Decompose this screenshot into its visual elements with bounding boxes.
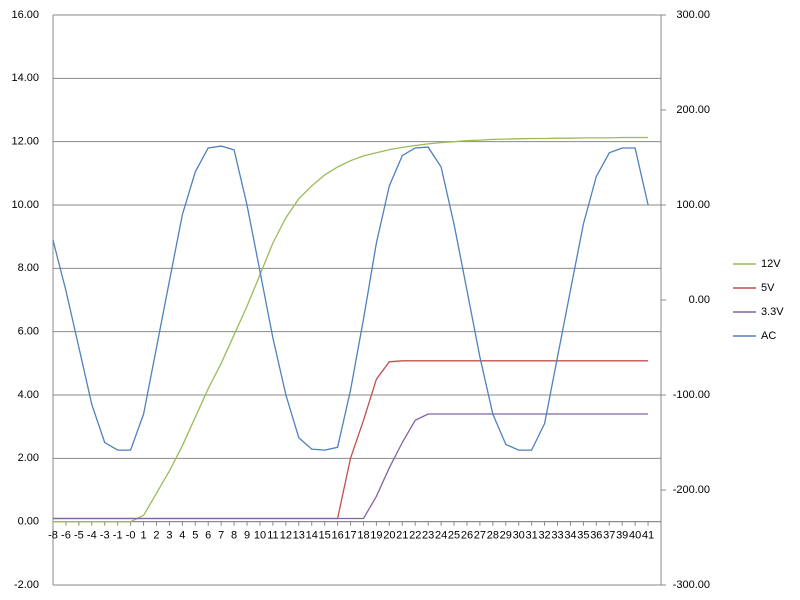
x-tick-label: 6 bbox=[205, 530, 211, 542]
series-line bbox=[53, 136, 649, 523]
x-tick-label: 36 bbox=[590, 530, 602, 542]
y2-tick-label: -300.00 bbox=[673, 579, 710, 591]
legend-label: AC bbox=[761, 330, 776, 342]
x-tick-label: 13 bbox=[293, 530, 305, 542]
y-tick-label: 12.00 bbox=[11, 136, 39, 148]
x-tick-label: 10 bbox=[254, 530, 266, 542]
x-tick-label: 12 bbox=[280, 530, 292, 542]
x-tick-label: 20 bbox=[383, 530, 395, 542]
y-tick-label: 4.00 bbox=[18, 389, 39, 401]
legend-label: 3.3V bbox=[761, 306, 784, 318]
x-tick-label: 15 bbox=[319, 530, 331, 542]
x-tick-label: 18 bbox=[357, 530, 369, 542]
x-tick-label: 25 bbox=[448, 530, 460, 542]
x-tick-label: 11 bbox=[267, 530, 278, 542]
x-tick-label: 35 bbox=[577, 530, 589, 542]
x-tick-label: 37 bbox=[603, 530, 615, 542]
x-tick-label: 3 bbox=[166, 530, 172, 542]
y2-tick-label: -200.00 bbox=[673, 484, 710, 496]
x-tick-label: 1 bbox=[140, 530, 146, 542]
x-tick-label: 28 bbox=[487, 530, 499, 542]
x-tick-label: 23 bbox=[422, 530, 434, 542]
x-tick-label: 14 bbox=[306, 530, 318, 542]
x-tick-label: 40 bbox=[629, 530, 641, 542]
legend-label: 5V bbox=[761, 282, 775, 294]
y-tick-label: 16.00 bbox=[11, 9, 39, 21]
x-tick-label: -4 bbox=[87, 530, 97, 542]
y-tick-label: 6.00 bbox=[18, 326, 39, 338]
x-tick-label: -8 bbox=[48, 530, 58, 542]
x-tick-label: 8 bbox=[231, 530, 237, 542]
y-tick-label: -2.00 bbox=[14, 579, 39, 591]
x-tick-label: 21 bbox=[396, 530, 408, 542]
x-tick-label: 33 bbox=[551, 530, 563, 542]
y2-tick-label: 0.00 bbox=[689, 294, 710, 306]
x-tick-label: 30 bbox=[513, 530, 525, 542]
x-tick-label: 4 bbox=[179, 530, 185, 542]
y-tick-label: 2.00 bbox=[18, 452, 39, 464]
x-tick-label: 16 bbox=[331, 530, 343, 542]
legend-label: 12V bbox=[761, 258, 781, 270]
x-tick-label: -3 bbox=[100, 530, 110, 542]
x-tick-label: -1 bbox=[113, 530, 123, 542]
y2-tick-label: 200.00 bbox=[676, 104, 710, 116]
series-line bbox=[53, 413, 649, 520]
x-tick-label: 5 bbox=[192, 530, 198, 542]
x-tick-label: 9 bbox=[244, 530, 250, 542]
y2-tick-label: 300.00 bbox=[676, 9, 710, 21]
x-tick-label: 41 bbox=[642, 530, 654, 542]
x-tick-label: 27 bbox=[474, 530, 486, 542]
x-tick-label: -5 bbox=[74, 530, 84, 542]
x-tick-label: 19 bbox=[370, 530, 382, 542]
y-tick-label: 14.00 bbox=[11, 72, 39, 84]
y-tick-label: 10.00 bbox=[11, 199, 39, 211]
x-tick-label: 2 bbox=[153, 530, 159, 542]
x-tick-label: 31 bbox=[526, 530, 538, 542]
series-line bbox=[53, 360, 649, 520]
y-tick-label: 8.00 bbox=[18, 262, 39, 274]
x-tick-label: 26 bbox=[461, 530, 473, 542]
x-tick-label: 22 bbox=[409, 530, 421, 542]
x-tick-label: -6 bbox=[61, 530, 71, 542]
y2-tick-label: 100.00 bbox=[676, 199, 710, 211]
x-tick-label: -0 bbox=[126, 530, 136, 542]
x-tick-label: 7 bbox=[218, 530, 224, 542]
x-tick-label: 24 bbox=[435, 530, 447, 542]
y-tick-label: 0.00 bbox=[18, 516, 39, 528]
x-tick-label: 29 bbox=[500, 530, 512, 542]
x-tick-label: 32 bbox=[538, 530, 550, 542]
x-tick-label: 39 bbox=[616, 530, 628, 542]
series-line bbox=[52, 145, 649, 451]
x-tick-label: 17 bbox=[344, 530, 356, 542]
x-tick-label: 34 bbox=[564, 530, 576, 542]
y2-tick-label: -100.00 bbox=[673, 389, 710, 401]
